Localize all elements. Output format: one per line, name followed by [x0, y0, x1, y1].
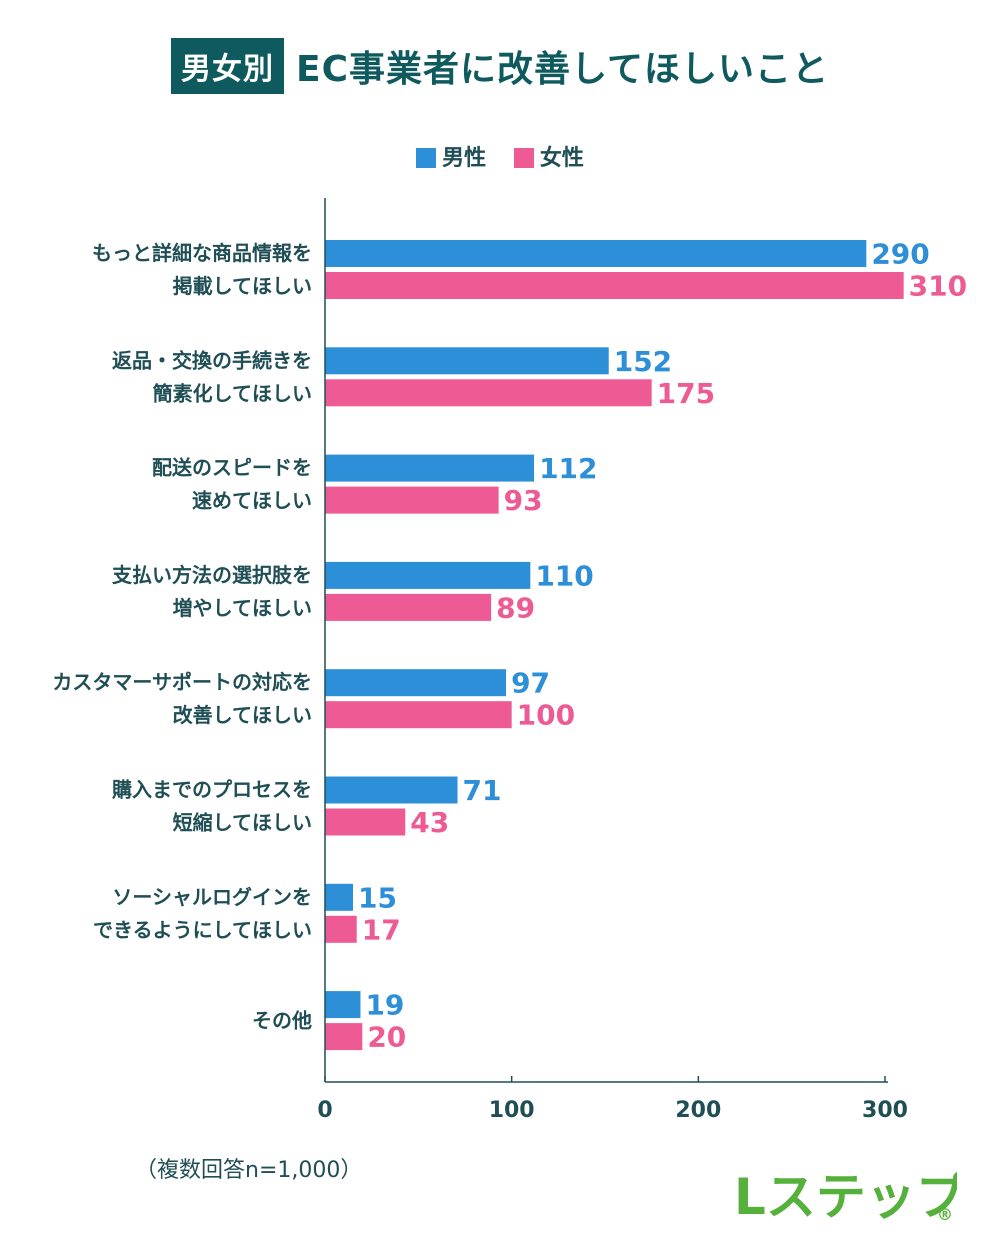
- category-label-0-1: 掲載してほしい: [173, 274, 312, 298]
- category-label-3-1: 増やしてほしい: [173, 596, 312, 620]
- bar-female-7: [325, 1023, 363, 1051]
- value-label-female-1: 175: [657, 377, 715, 410]
- bar-male-5: [325, 776, 458, 804]
- logo-registered-mark: ®: [937, 1205, 953, 1224]
- bar-female-1: [325, 379, 652, 407]
- category-label-1-1: 簡素化してほしい: [153, 381, 312, 405]
- lstep-logo: Lステップ ®: [733, 1167, 957, 1227]
- category-label-7-0: その他: [252, 1009, 312, 1033]
- value-label-female-5: 43: [410, 806, 449, 839]
- bar-male-2: [325, 454, 535, 482]
- category-label-2-0: 配送のスピードを: [152, 456, 312, 480]
- value-label-female-0: 310: [909, 270, 967, 303]
- legend-swatch-male: [416, 148, 437, 168]
- bar-male-0: [325, 240, 867, 267]
- category-label-4-1: 改善してほしい: [173, 703, 312, 727]
- x-tick-label-1: 100: [489, 1098, 535, 1123]
- category-label-5-1: 短縮してほしい: [173, 811, 312, 835]
- value-label-female-2: 93: [504, 484, 543, 517]
- x-tick-label-3: 300: [862, 1098, 908, 1123]
- bar-male-4: [325, 669, 507, 697]
- value-label-male-3: 110: [535, 559, 593, 592]
- legend-label-female: 女性: [539, 146, 584, 171]
- value-label-female-6: 17: [362, 913, 401, 946]
- bar-female-0: [325, 272, 904, 299]
- value-label-male-0: 290: [871, 238, 929, 271]
- legend-label-male: 男性: [442, 146, 487, 171]
- bar-male-3: [325, 561, 531, 589]
- legend: 男性 女性: [0, 140, 1000, 172]
- title-text: EC事業者に改善してほしいこと: [296, 49, 829, 90]
- x-tick-label-0: 0: [317, 1098, 332, 1123]
- bar-female-5: [325, 808, 406, 836]
- bar-male-1: [325, 347, 609, 375]
- value-label-male-1: 152: [614, 345, 672, 378]
- category-label-6-0: ソーシャルログインを: [112, 885, 312, 909]
- bar-female-2: [325, 486, 499, 514]
- logo-text: Lステップ: [734, 1168, 957, 1226]
- value-label-female-3: 89: [496, 591, 535, 624]
- sample-note: （複数回答n=1,000）: [135, 1158, 363, 1183]
- value-label-male-4: 97: [511, 667, 550, 700]
- category-label-0-0: もっと詳細な商品情報を: [92, 241, 312, 265]
- legend-swatch-female: [513, 148, 534, 168]
- chart-title: 男女別 EC事業者に改善してほしいこと: [0, 38, 1000, 94]
- value-label-female-7: 20: [367, 1021, 406, 1054]
- bar-male-7: [325, 991, 361, 1019]
- value-label-male-5: 71: [463, 774, 502, 807]
- legend-item-female: 女性: [513, 140, 584, 172]
- legend-item-male: 男性: [416, 140, 486, 172]
- bar-female-3: [325, 593, 492, 621]
- value-label-male-7: 19: [365, 989, 404, 1022]
- bar-male-6: [325, 883, 353, 911]
- category-label-3-0: 支払い方法の選択肢を: [112, 563, 312, 587]
- category-label-5-0: 購入までのプロセスを: [112, 778, 312, 802]
- x-tick-label-2: 200: [675, 1098, 721, 1123]
- title-badge: 男女別: [171, 38, 285, 94]
- category-label-4-0: カスタマーサポートの対応を: [52, 670, 312, 694]
- bar-female-6: [325, 915, 357, 943]
- bar-female-4: [325, 701, 512, 729]
- category-label-6-1: できるようにしてほしい: [93, 918, 312, 942]
- category-label-2-1: 速めてほしい: [192, 489, 312, 513]
- value-label-male-6: 15: [358, 881, 397, 914]
- category-label-1-0: 返品・交換の手続きを: [112, 348, 312, 372]
- value-label-male-2: 112: [539, 452, 597, 485]
- value-label-female-4: 100: [517, 699, 575, 732]
